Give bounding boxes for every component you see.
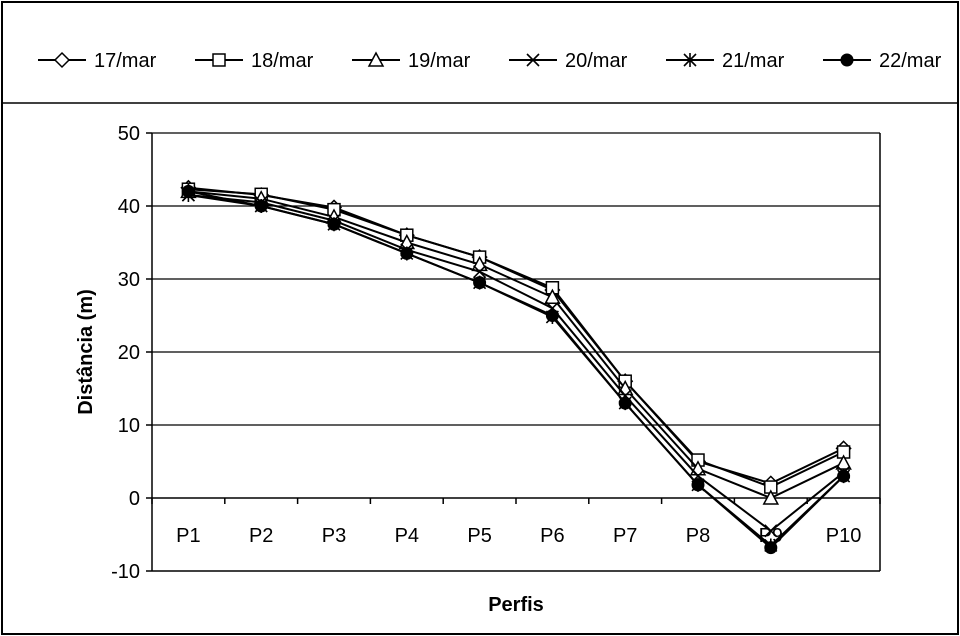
data-point [181,184,195,198]
x-tick-label: P1 [176,525,200,547]
data-point [764,541,778,555]
legend-label: 21/mar [722,50,785,72]
legend-label: 20/mar [565,50,628,72]
x-tick-label: P7 [613,525,637,547]
series-line [188,190,845,500]
data-point [545,309,559,322]
data-point [762,489,780,505]
data-point [544,288,561,304]
x-tick-label: P3 [322,525,346,547]
data-point [764,524,778,538]
x-tick-label: P4 [395,525,419,547]
data-point [473,276,487,290]
series-line [188,188,845,489]
legend-label: 17/mar [94,50,157,72]
data-point [473,265,487,279]
legend-marker [683,53,697,67]
legend-item-5: 22/mar [823,50,942,72]
legend-item-0: 17/mar [38,50,157,72]
series-line [188,194,845,533]
series-line [188,190,845,549]
y-tick-label: 30 [118,269,140,291]
y-tick-label: 0 [129,488,140,510]
legend-item-2: 19/mar [352,50,471,72]
legend-item-1: 18/mar [195,50,314,72]
x-tick-label: P10 [826,525,862,547]
x-tick-label: P8 [686,525,710,547]
tick-labels: -10 0 10 20 30 40 50 P1 P2 P3 P4 P5 P6 P7 P8 P9 P10 [111,123,861,583]
x-tick-label: P6 [540,525,564,547]
y-tick-label: 40 [118,196,140,218]
legend-item-4: 21/mar [666,50,785,72]
x-tick-label: P5 [467,525,491,547]
x-axis-title: Perfis [488,594,544,616]
data-point [618,396,632,410]
legend-marker [840,53,854,67]
legend-marker [212,53,226,67]
legend-label: 22/mar [879,50,942,72]
series-5 [181,184,851,555]
y-tick-label: 10 [118,415,140,437]
y-tick-label: -10 [111,561,140,583]
y-tick-label: 20 [118,342,140,364]
legend-marker [367,51,385,67]
data-point [254,199,268,213]
series-layer [180,179,852,555]
y-axis-title: Distância (m) [75,289,97,415]
legend-label: 18/mar [251,50,314,72]
y-tick-label: 50 [118,123,140,145]
x-tick-label: P9 [759,525,783,547]
data-point [837,469,851,483]
legend-label: 19/mar [408,50,471,72]
legend-item-3: 20/mar [509,50,628,72]
legend: 17/mar 18/mar 19/mar 20/mar 21/mar 22/mar [38,50,942,72]
x-tick-label: P2 [249,525,273,547]
data-point [400,246,414,260]
data-point [327,217,341,231]
legend-marker [53,51,71,69]
data-point [691,478,705,492]
data-point [835,454,852,470]
legend-marker [526,53,540,67]
axes [146,132,881,572]
